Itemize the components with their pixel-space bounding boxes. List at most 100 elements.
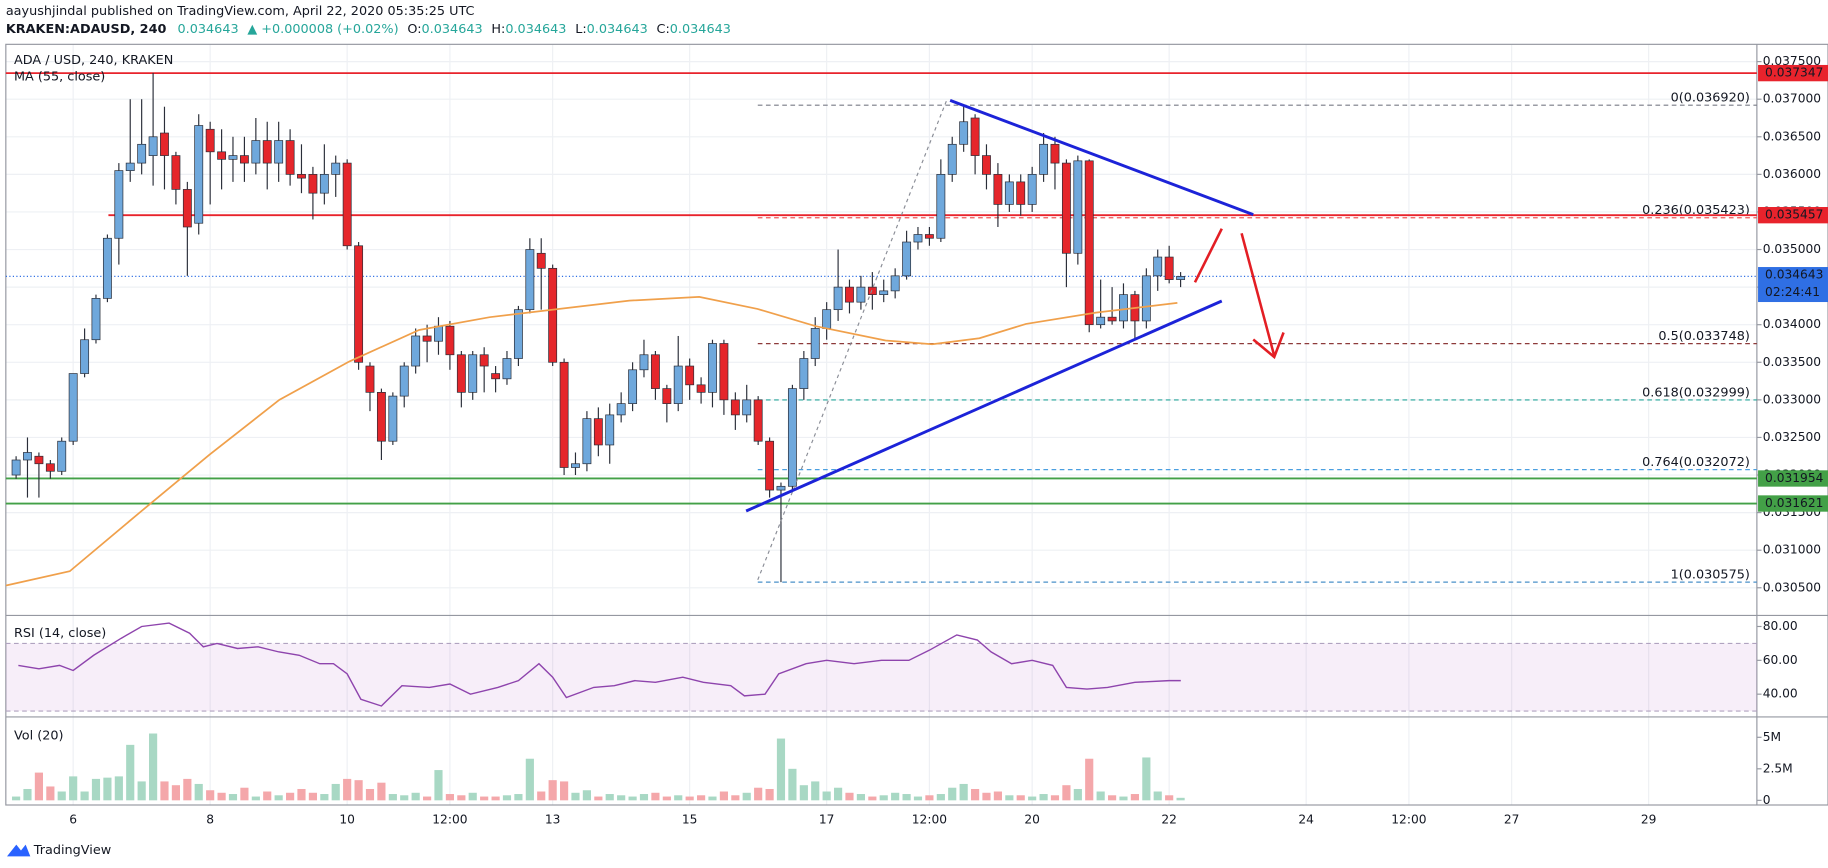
volume-bar <box>434 770 443 801</box>
volume-bar <box>537 791 546 801</box>
candle-body <box>274 140 284 164</box>
candle-body <box>57 440 67 472</box>
y-tick-label: 0 <box>1763 793 1771 807</box>
fib-label: 1(0.030575) <box>1671 568 1750 583</box>
candle-body <box>1016 181 1026 205</box>
volume-bar <box>1176 797 1185 801</box>
candle-body <box>708 343 717 393</box>
candle-body <box>491 373 501 380</box>
volume-bar <box>1108 795 1117 801</box>
candle-body <box>1141 275 1151 322</box>
y-tick-label: 40.00 <box>1763 687 1798 701</box>
candle-body <box>411 335 421 367</box>
volume-bar <box>697 795 706 801</box>
footer-brand[interactable]: TradingView <box>33 843 111 858</box>
volume-bar <box>868 796 877 801</box>
volume-bar <box>1153 791 1162 801</box>
candle-body <box>856 286 866 303</box>
symbol-line: KRAKEN:ADAUSD, 240 0.034643 ▲ +0.000008 … <box>6 22 731 37</box>
volume-bar <box>377 782 386 801</box>
candle-body <box>605 414 615 446</box>
candle-body <box>1039 143 1049 175</box>
fib-label: 0.618(0.032999) <box>1642 385 1750 400</box>
x-tick-label: 20 <box>1024 813 1040 827</box>
candle-body <box>593 418 603 446</box>
candle-body <box>354 245 364 363</box>
level-label: 0.037347 <box>1765 66 1823 80</box>
level-label: 0.031954 <box>1765 471 1824 485</box>
candle-body <box>445 325 455 356</box>
candle-body <box>993 174 1003 205</box>
last-price-label: 0.034643 <box>1765 268 1823 282</box>
candle-body <box>1107 316 1117 322</box>
candle-body <box>91 298 101 341</box>
candle-body <box>114 170 124 239</box>
volume-bar <box>286 792 295 801</box>
candle-body <box>319 174 329 194</box>
candle-body <box>102 237 112 299</box>
candle-body <box>194 125 204 224</box>
candle-body <box>160 132 169 156</box>
y-tick-label: 0.033500 <box>1763 355 1821 369</box>
volume-bar <box>331 783 340 801</box>
volume-bar <box>114 776 123 801</box>
volume-bar <box>206 790 215 801</box>
x-tick-label: 12:00 <box>432 813 467 827</box>
candle-body <box>205 128 215 153</box>
volume-bar <box>822 791 831 801</box>
symbol: KRAKEN:ADAUSD, 240 <box>6 22 167 37</box>
price: 0.034643 <box>177 22 238 37</box>
candle-body <box>959 121 969 145</box>
volume-bar <box>719 791 728 801</box>
volume-bar <box>993 791 1002 801</box>
candle-body <box>662 388 672 404</box>
candle-body <box>1004 181 1014 205</box>
candle-body <box>502 358 512 380</box>
volume-bar <box>662 796 671 801</box>
candle-body <box>616 403 626 416</box>
y-tick-label: 5M <box>1763 730 1781 744</box>
level-tag <box>1758 470 1828 487</box>
volume-bar <box>1016 795 1025 801</box>
volume-bar <box>1039 794 1048 801</box>
volume-bar <box>605 794 614 801</box>
fib-label: 0(0.036920) <box>1671 91 1750 106</box>
candle-body <box>285 140 295 175</box>
volume-bar <box>149 733 158 801</box>
candle-body <box>970 117 980 156</box>
volume-bar <box>639 794 649 801</box>
x-tick-label: 6 <box>69 813 77 827</box>
volume-bar <box>1165 795 1174 801</box>
volume-bar <box>365 788 375 801</box>
y-tick-label: 0.037000 <box>1763 92 1821 106</box>
countdown: 02:24:41 <box>1765 285 1820 299</box>
candle-body <box>45 463 55 472</box>
y-tick-label: 0.033000 <box>1763 392 1821 406</box>
chart-frame <box>5 43 1828 806</box>
y-tick-label: 0.032500 <box>1763 430 1821 444</box>
volume-bar <box>971 788 980 801</box>
volume-bar <box>925 795 934 801</box>
candle-body <box>628 369 638 404</box>
volume-bar <box>1050 795 1060 801</box>
y-tick-label: 0.034000 <box>1763 317 1821 331</box>
ohlc-value: 0.034643 <box>422 22 483 37</box>
volume-bar <box>502 795 512 801</box>
volume-bar <box>1142 757 1151 801</box>
x-tick-label: 12:00 <box>912 813 947 827</box>
volume-bar <box>891 792 900 801</box>
volume-bar <box>57 791 66 801</box>
candle-body <box>262 140 272 164</box>
x-tick-label: 22 <box>1161 813 1177 827</box>
volume-bar <box>742 792 751 801</box>
logo[interactable] <box>6 844 31 857</box>
level-label: 0.031621 <box>1765 496 1823 510</box>
candle-body <box>913 234 923 243</box>
candle-body <box>365 365 375 393</box>
footer: TradingView <box>6 843 111 858</box>
volume-bar <box>708 796 717 801</box>
candle-body <box>833 286 843 311</box>
candle-body <box>982 155 991 175</box>
ohlc-label: C: <box>657 22 670 37</box>
